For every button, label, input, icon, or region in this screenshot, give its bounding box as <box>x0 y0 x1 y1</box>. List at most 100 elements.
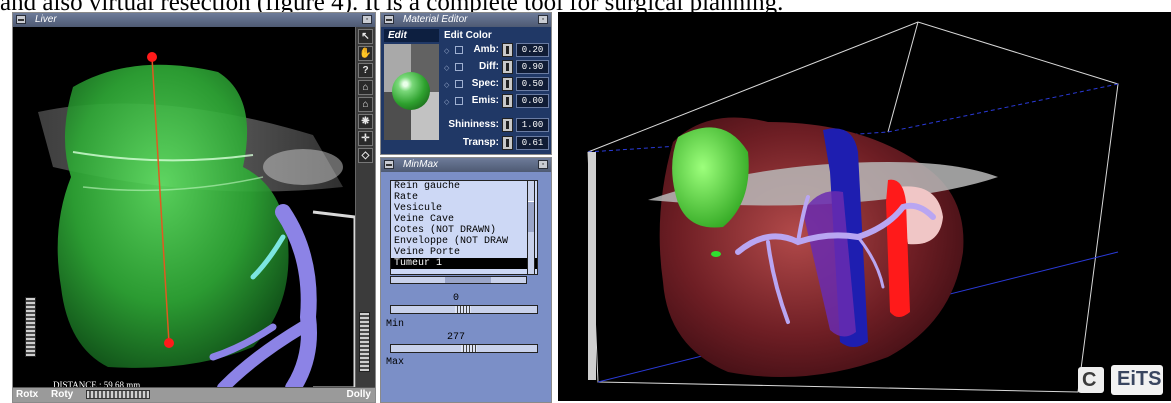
shininess-value[interactable]: 1.00 <box>516 118 549 132</box>
c-logo-text: C <box>1082 369 1097 391</box>
amb-slider[interactable] <box>502 43 513 57</box>
set-home-icon[interactable]: ⌂ <box>358 97 373 112</box>
min-slider[interactable] <box>390 305 538 314</box>
material-editor-title-bar[interactable]: Material Editor ▫ <box>381 13 551 27</box>
list-vertical-scrollbar[interactable] <box>527 180 535 275</box>
organ-list[interactable]: Rein gauche Rate Vesicule Veine Cave Cot… <box>390 180 538 275</box>
liver-3d-scene[interactable]: DISTANCE : 59.68 mm <box>13 27 356 388</box>
material-editor-window[interactable]: Material Editor ▫ Edit Edit Color ◇ Amb:… <box>380 12 552 155</box>
max-slider-handle[interactable] <box>461 345 477 352</box>
vessel-cyan <box>250 234 286 280</box>
seek-icon[interactable]: ✛ <box>358 131 373 146</box>
projection-icon[interactable]: ◇ <box>358 148 373 163</box>
measure-point-bottom[interactable] <box>164 338 174 348</box>
minimize-button[interactable]: ▫ <box>538 160 548 169</box>
viewer-bottom-bar: Rotx Roty Dolly <box>13 387 375 402</box>
home-icon[interactable]: ⌂ <box>358 80 373 95</box>
arrow-icon: ◇ <box>444 48 450 55</box>
viewer-title-bar[interactable]: Liver ▫ <box>13 13 375 27</box>
vessel-branch <box>217 321 309 388</box>
help-icon[interactable]: ? <box>358 63 373 78</box>
left-thumbwheel[interactable] <box>25 297 36 357</box>
arrow-icon[interactable]: ↖ <box>358 29 373 44</box>
liver-model <box>57 64 289 368</box>
list-item[interactable]: Veine Porte <box>394 247 461 258</box>
tumor-model <box>672 127 749 228</box>
list-item[interactable]: Rein gauche <box>394 181 461 192</box>
max-value: 277 <box>446 332 465 343</box>
arrow-icon: ◇ <box>444 99 450 106</box>
arrow-icon: ◇ <box>444 65 450 72</box>
diff-checkbox[interactable] <box>455 63 463 71</box>
window-menu-button[interactable] <box>384 15 394 24</box>
amb-checkbox[interactable] <box>455 46 463 54</box>
minmax-title: MinMax <box>403 159 439 170</box>
eits-logo: EiTS <box>1111 365 1163 395</box>
emis-value[interactable]: 0.00 <box>516 94 549 108</box>
minmax-title-bar[interactable]: MinMax ▫ <box>381 158 551 172</box>
max-label: Max <box>386 357 405 368</box>
slice-edge-2 <box>82 176 264 192</box>
liver-viewer-window[interactable]: Liver ▫ <box>12 12 376 403</box>
list-item[interactable]: Cotes (NOT DRAWN) <box>394 225 497 236</box>
right-thumbwheel[interactable] <box>359 312 370 372</box>
amb-value[interactable]: 0.20 <box>516 43 549 57</box>
material-editor-title: Material Editor <box>403 14 468 25</box>
roty-thumbwheel[interactable] <box>86 390 150 399</box>
list-item[interactable]: Rate <box>394 192 419 203</box>
hand-icon[interactable]: ✋ <box>358 46 373 61</box>
amb-label: Amb: <box>473 44 499 55</box>
list-item[interactable]: Vesicule <box>394 203 443 214</box>
list-item[interactable]: Veine Cave <box>394 214 455 225</box>
transp-label: Transp: <box>462 137 499 148</box>
rotx-label: Rotx <box>16 389 39 400</box>
distance-readout: DISTANCE : 59.68 mm <box>53 380 141 388</box>
minmax-window[interactable]: MinMax ▫ Rein gauche Rate Vesicule Veine… <box>380 157 552 403</box>
shininess-slider[interactable] <box>502 118 513 132</box>
ct-slice-body <box>263 149 343 185</box>
viewer-title: Liver <box>35 14 57 25</box>
resection-3d-view[interactable]: C EiTS <box>558 12 1171 401</box>
emis-checkbox[interactable] <box>455 97 463 105</box>
list-item-selected[interactable]: Tumeur 1 <box>391 258 537 269</box>
emis-label: Emis: <box>471 95 499 106</box>
emis-slider[interactable] <box>502 94 513 108</box>
list-item[interactable]: Enveloppe (NOT DRAW <box>394 236 509 247</box>
resection-render <box>558 12 1171 401</box>
vessel-portal <box>275 204 317 388</box>
view-all-icon[interactable]: ❋ <box>358 114 373 129</box>
portal-vein <box>803 191 856 337</box>
measure-point-top[interactable] <box>147 52 157 62</box>
shininess-label: Shininess: <box>448 119 499 130</box>
spec-value[interactable]: 0.50 <box>516 77 549 91</box>
transp-value[interactable]: 0.61 <box>516 136 549 150</box>
spec-label: Spec: <box>471 78 499 89</box>
small-tumor <box>711 251 721 257</box>
emis-row: ◇ Emis: 0.00 <box>441 94 549 108</box>
list-horizontal-scrollbar[interactable] <box>390 276 527 284</box>
dolly-label: Dolly <box>346 389 371 400</box>
spec-checkbox[interactable] <box>455 80 463 88</box>
max-slider[interactable] <box>390 344 538 353</box>
minimize-button[interactable]: ▫ <box>538 15 548 24</box>
diff-value[interactable]: 0.90 <box>516 60 549 74</box>
roty-label: Roty <box>51 389 74 400</box>
edit-color-heading: Edit Color <box>444 30 492 41</box>
arrow-icon: ◇ <box>444 82 450 89</box>
liver-render <box>13 27 356 388</box>
vessel-branch-2 <box>796 195 810 244</box>
spec-slider[interactable] <box>502 77 513 91</box>
min-slider-handle[interactable] <box>455 306 471 313</box>
window-menu-button[interactable] <box>16 15 26 24</box>
transp-slider[interactable] <box>502 136 513 150</box>
window-menu-button[interactable] <box>384 160 394 169</box>
vessel-branch <box>766 240 790 324</box>
diff-row: ◇ Diff: 0.90 <box>441 60 549 74</box>
min-label: Min <box>386 319 405 330</box>
distance-line <box>151 56 170 344</box>
slice-edge <box>72 151 254 162</box>
minimize-button[interactable]: ▫ <box>362 15 372 24</box>
edit-tab[interactable]: Edit <box>384 29 439 42</box>
diff-slider[interactable] <box>502 60 513 74</box>
amb-row: ◇ Amb: 0.20 <box>441 43 549 57</box>
